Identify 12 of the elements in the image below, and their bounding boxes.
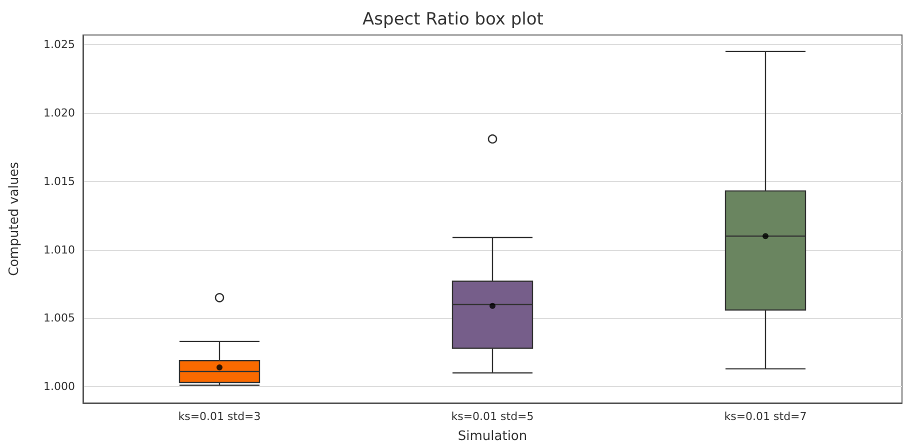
y-tick-label: 1.000: [44, 380, 75, 394]
y-tick-label: 1.020: [44, 106, 75, 120]
y-axis-title: Computed values: [7, 162, 22, 276]
x-tick-label: ks=0.01 std=3: [178, 410, 261, 423]
x-tick-label: ks=0.01 std=7: [724, 410, 807, 423]
y-tick-label: 1.015: [44, 174, 75, 188]
y-tick-label: 1.025: [44, 38, 75, 52]
x-tick-label: ks=0.01 std=5: [451, 410, 534, 423]
x-axis-title: Simulation: [458, 429, 528, 444]
y-tick-label: 1.005: [44, 312, 75, 325]
y-tick-label: 1.010: [44, 243, 75, 256]
chart-title: Aspect Ratio box plot: [362, 10, 544, 30]
